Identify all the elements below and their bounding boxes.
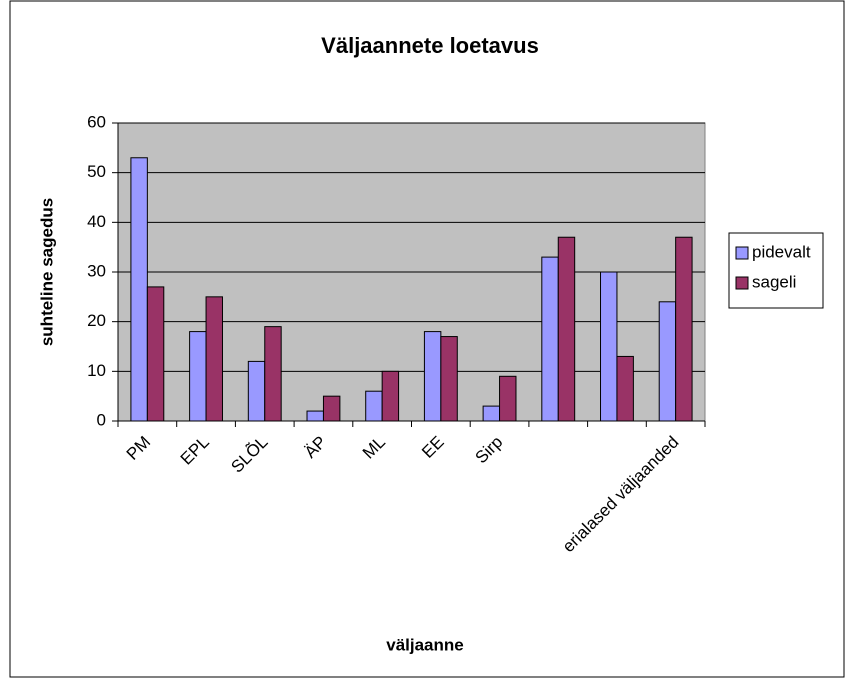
bar [130,157,148,422]
y-tick-label: 60 [87,112,106,131]
y-tick-label: 50 [87,162,106,181]
legend-swatch [735,246,749,260]
bar [423,331,442,422]
bar [541,256,559,422]
bar [365,390,383,422]
x-axis-label: väljaanne [386,635,464,654]
bar [616,355,634,422]
y-tick-label: 10 [87,361,106,380]
bar [482,405,501,422]
legend-label: sageli [752,272,796,291]
bar [189,331,207,422]
bar [381,370,400,422]
bar [264,326,282,422]
bar [557,236,576,422]
bar [322,395,341,422]
legend-label: pidevalt [752,242,811,261]
bar [658,301,677,422]
bar [205,296,223,422]
bar [146,286,165,422]
y-tick-label: 0 [97,410,106,429]
bar [675,236,693,422]
y-tick-label: 40 [87,212,106,231]
y-axis-label: suhteline sagedus [37,198,56,346]
bar [247,360,266,422]
y-tick-label: 30 [87,261,106,280]
chart-title: Väljaannete loetavus [321,33,539,58]
legend [728,232,824,309]
y-tick-label: 20 [87,311,106,330]
legend-swatch [735,276,749,290]
bar [600,271,618,422]
bar [440,336,458,422]
bar [306,410,324,422]
bar [499,375,517,422]
